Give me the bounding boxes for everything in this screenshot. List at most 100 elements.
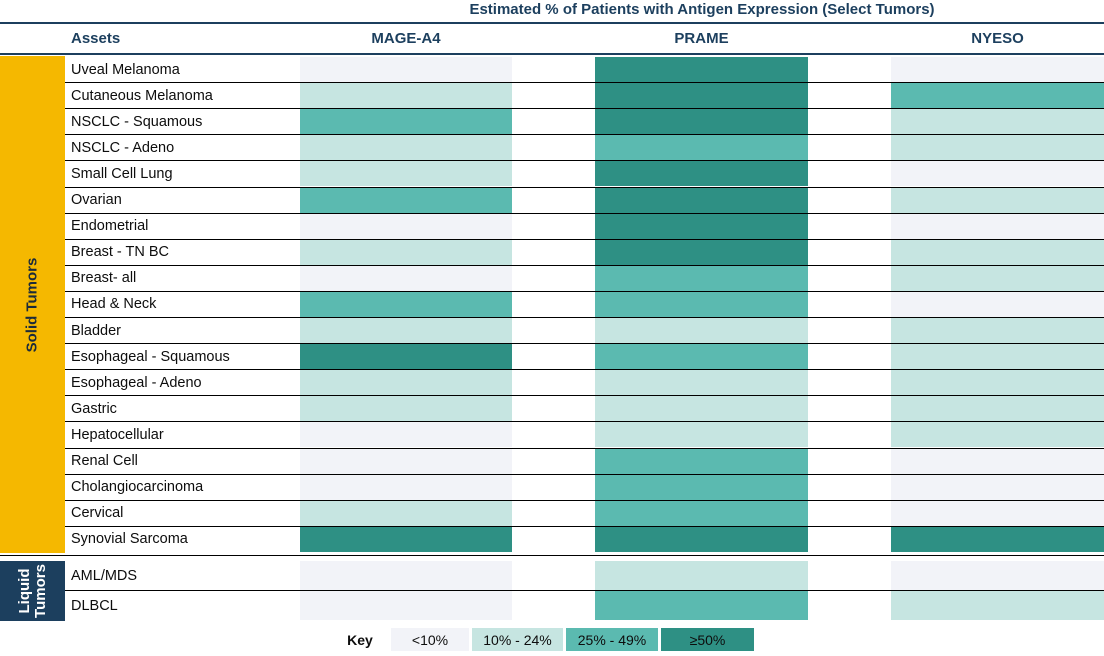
heatmap-cell-prame xyxy=(595,396,808,422)
column-header-prame: PRAME xyxy=(674,30,729,47)
row-label: NSCLC - Squamous xyxy=(71,113,203,130)
row-label: Gastric xyxy=(71,400,117,417)
row-label: Breast- all xyxy=(71,270,137,287)
legend-swatch: ≥50% xyxy=(661,628,754,651)
heatmap-cell-mage-a4 xyxy=(300,318,512,344)
row-divider xyxy=(65,499,1104,501)
row-label: Small Cell Lung xyxy=(71,165,173,182)
heatmap-cell-nyeso xyxy=(891,161,1104,187)
row-label: Renal Cell xyxy=(71,453,138,470)
row-label: Ovarian xyxy=(71,192,122,209)
heatmap-cell-nyeso xyxy=(891,83,1104,109)
heatmap-cell-prame xyxy=(595,265,808,291)
heatmap-cell-nyeso xyxy=(891,344,1104,370)
row-divider xyxy=(65,421,1104,423)
group-label-liquid: Liquid Tumors xyxy=(15,564,49,618)
row-divider xyxy=(65,317,1104,318)
heatmap-cell-mage-a4 xyxy=(300,213,512,239)
heatmap-cell-prame xyxy=(595,135,808,161)
legend-swatch: 25% - 49% xyxy=(566,628,658,651)
heatmap-cell-prame xyxy=(595,161,808,187)
row-divider xyxy=(65,82,1104,84)
heatmap-cell-prame xyxy=(595,500,808,526)
heatmap-cell-nyeso xyxy=(891,265,1104,291)
row-divider xyxy=(65,369,1104,371)
row-label: NSCLC - Adeno xyxy=(71,139,175,156)
row-divider xyxy=(65,290,1104,292)
heatmap-cell-prame xyxy=(595,291,808,317)
row-label: Synovial Sarcoma xyxy=(71,531,188,548)
row-divider xyxy=(65,108,1104,110)
group-bar-solid: Solid Tumors xyxy=(0,56,65,553)
heatmap-cell-prame xyxy=(595,239,808,265)
row-label: DLBCL xyxy=(71,597,118,614)
heatmap-cell-nyeso xyxy=(891,109,1104,135)
heatmap-cell-prame xyxy=(595,57,808,83)
row-label: Esophageal - Squamous xyxy=(71,348,230,365)
heatmap-cell-mage-a4 xyxy=(300,161,512,187)
row-label: Hepatocellular xyxy=(71,426,164,443)
row-label: Cutaneous Melanoma xyxy=(71,87,213,104)
heatmap-cell-nyeso xyxy=(891,213,1104,239)
group-bar-liquid: Liquid Tumors xyxy=(0,561,65,621)
heatmap-cell-mage-a4 xyxy=(300,57,512,83)
heatmap-cell-mage-a4 xyxy=(300,396,512,422)
heatmap-cell-prame xyxy=(595,187,808,213)
heatmap-cell-nyeso xyxy=(891,526,1104,552)
row-divider xyxy=(65,238,1104,240)
heatmap-cell-nyeso xyxy=(891,57,1104,83)
heatmap-cell-mage-a4 xyxy=(300,500,512,526)
heatmap-cell-nyeso xyxy=(891,135,1104,161)
heatmap-cell-prame xyxy=(595,526,808,552)
heatmap-cell-nyeso xyxy=(891,591,1104,620)
heatmap-cell-prame xyxy=(595,422,808,448)
heatmap-cell-prame xyxy=(595,370,808,396)
heatmap-cell-mage-a4 xyxy=(300,422,512,448)
heatmap-cell-mage-a4 xyxy=(300,265,512,291)
heatmap-cell-nyeso xyxy=(891,396,1104,422)
row-divider xyxy=(65,212,1104,214)
heatmap-cell-prame xyxy=(595,561,808,590)
row-divider xyxy=(65,590,1104,591)
row-label: Breast - TN BC xyxy=(71,244,170,261)
heatmap-cell-nyeso xyxy=(891,318,1104,344)
heatmap-cell-nyeso xyxy=(891,500,1104,526)
heatmap-cell-prame xyxy=(595,109,808,135)
row-label: Head & Neck xyxy=(71,296,157,313)
heatmap-cell-mage-a4 xyxy=(300,109,512,135)
column-header-nyeso: NYESO xyxy=(971,30,1024,47)
row-label: Endometrial xyxy=(71,218,149,235)
heatmap-cell-mage-a4 xyxy=(300,448,512,474)
heatmap-cell-mage-a4 xyxy=(300,474,512,500)
heatmap-cell-nyeso xyxy=(891,291,1104,317)
heatmap-cell-mage-a4 xyxy=(300,187,512,213)
heatmap-cell-nyeso xyxy=(891,422,1104,448)
heatmap-cell-nyeso xyxy=(891,448,1104,474)
row-divider xyxy=(65,395,1104,397)
row-label: Uveal Melanoma xyxy=(71,61,180,78)
heatmap-cell-mage-a4 xyxy=(300,370,512,396)
row-divider xyxy=(65,525,1104,527)
heatmap-cell-mage-a4 xyxy=(300,344,512,370)
row-label: Esophageal - Adeno xyxy=(71,374,202,391)
row-label: Cervical xyxy=(71,505,124,522)
row-divider xyxy=(65,447,1104,449)
heatmap-cell-prame xyxy=(595,591,808,620)
group-label-solid: Solid Tumors xyxy=(23,257,41,352)
row-label: Bladder xyxy=(71,322,121,339)
column-header-mage-a4: MAGE-A4 xyxy=(371,30,441,47)
heatmap-cell-nyeso xyxy=(891,474,1104,500)
assets-header: Assets xyxy=(71,30,121,47)
heatmap-cell-nyeso xyxy=(891,187,1104,213)
legend-swatch: <10% xyxy=(391,628,469,651)
row-label: AML/MDS xyxy=(71,567,138,584)
heatmap-cell-nyeso xyxy=(891,561,1104,590)
heatmap-cell-mage-a4 xyxy=(300,591,512,620)
heatmap-cell-prame xyxy=(595,448,808,474)
header-rule-top xyxy=(0,22,1104,24)
row-divider xyxy=(65,160,1104,162)
heatmap-cell-prame xyxy=(595,83,808,109)
row-divider xyxy=(65,343,1104,345)
heatmap-cell-nyeso xyxy=(891,370,1104,396)
row-divider xyxy=(65,186,1104,188)
